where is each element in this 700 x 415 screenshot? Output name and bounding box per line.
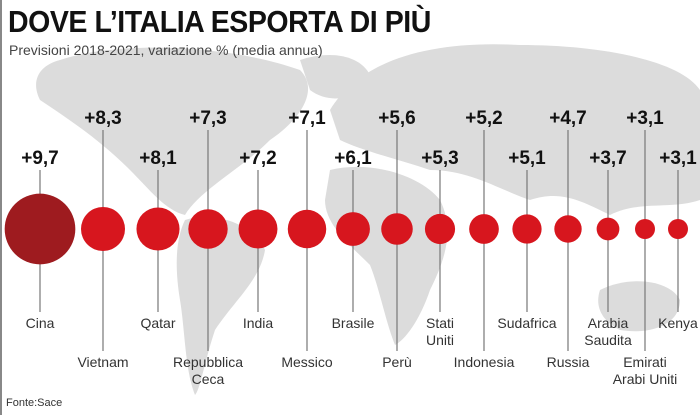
country-label: Vietnam [77,354,128,370]
country-label: Kenya [658,315,698,331]
country-label: Emirati [623,354,667,370]
value-label: +4,7 [549,108,587,129]
bubble-sudafrica [512,214,542,244]
value-label: +7,1 [288,108,326,129]
bubble-brasile [336,212,370,246]
bubble-emirati-arabi-uniti [635,219,655,239]
chart-title: DOVE L’ITALIA ESPORTA DI PIÙ [8,4,431,39]
bubble-india [238,209,278,249]
country-label: Arabi Uniti [613,371,678,387]
country-label: Sudafrica [497,315,556,331]
value-label: +5,3 [421,148,459,169]
value-label: +7,3 [189,108,227,129]
country-label: Repubblica [173,354,243,370]
value-label: +8,1 [139,148,177,169]
country-label: Messico [281,354,333,370]
country-label: Qatar [140,315,175,331]
bubble-arabia-saudita [596,217,620,241]
country-label: Perù [382,354,412,370]
value-label: +3,1 [626,108,664,129]
value-label: +6,1 [334,148,372,169]
source-note: Fonte:Sace [6,397,63,409]
map-south-america [176,216,265,395]
bubble-stati-uniti [424,213,456,245]
country-label: India [243,315,274,331]
value-label: +3,7 [589,148,627,169]
map-north-america [36,47,309,215]
country-label: Ceca [192,371,225,387]
value-label: +8,3 [84,108,122,129]
bubble-indonesia [469,214,499,244]
value-label: +9,7 [21,148,59,169]
bubble-russia [554,215,582,243]
bubble-perù [381,213,413,245]
country-label: Indonesia [454,354,515,370]
bubble-vietnam [81,207,125,251]
map-africa [325,166,448,345]
left-border [0,0,2,415]
country-label: Arabia [588,315,629,331]
country-label: Stati [426,315,454,331]
country-label: Uniti [426,332,454,348]
country-label: Russia [547,354,590,370]
value-label: +7,2 [239,148,277,169]
bubble-kenya [668,219,688,239]
bubble-repubblica-ceca [188,209,228,249]
bubble-cina [4,193,76,265]
country-label: Brasile [332,315,375,331]
value-label: +3,1 [659,148,697,169]
chart-subtitle: Previsioni 2018-2021, variazione % (medi… [9,42,323,58]
value-label: +5,6 [378,108,416,129]
bubble-messico [287,209,327,249]
country-label: Cina [26,315,55,331]
value-label: +5,1 [508,148,546,169]
map-australia [598,281,680,332]
value-label: +5,2 [465,108,503,129]
bubble-qatar [136,207,180,251]
country-label: Saudita [584,332,632,348]
